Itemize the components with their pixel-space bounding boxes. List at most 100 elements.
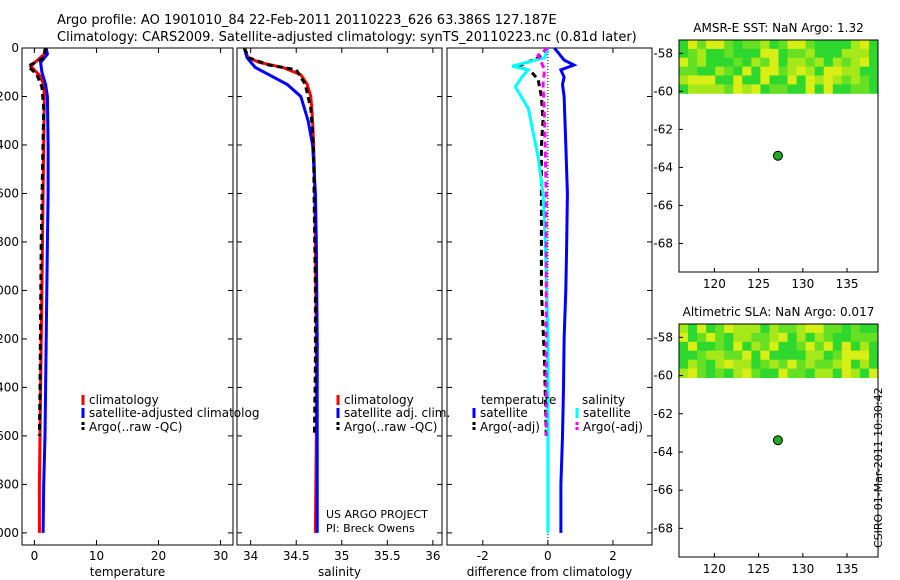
sst_map-cell: [832, 84, 843, 94]
salinity-xtick-label: 35.5: [374, 549, 401, 563]
sst_map-cell: [706, 57, 716, 68]
sst_map-cell: [796, 66, 807, 76]
sla_map-cell: [841, 324, 852, 334]
sst_map-cell: [751, 66, 761, 76]
sst_map-cell: [796, 75, 807, 85]
sla_map-cell: [715, 341, 725, 352]
sal-legend-argo: Argo(..raw -QC): [344, 420, 437, 434]
sla_map-cell: [697, 359, 707, 370]
sst_map-cell: [751, 40, 761, 50]
sla_map-cell: [841, 332, 852, 343]
sla_map-argo-point: [772, 435, 783, 446]
sst_map-ytick-label: -68: [653, 236, 673, 250]
salinity-xtick-label: 35: [334, 549, 349, 563]
sla_map-cell: [841, 341, 852, 352]
sla_map-cell: [706, 368, 716, 378]
depth-tick-label: 1800: [0, 477, 19, 491]
sla_map-cell: [724, 341, 734, 352]
sst_map-cell: [688, 48, 698, 59]
sla_map-cell: [778, 368, 788, 378]
sst_map-cell: [796, 84, 807, 94]
sla_map-cell: [742, 341, 752, 352]
sla_map-cell: [814, 368, 825, 378]
salinity-xlabel: salinity: [318, 565, 361, 579]
sst_map-cell: [706, 66, 716, 76]
sst_map-cell: [814, 57, 825, 68]
sst_map-cell: [787, 57, 797, 68]
sst_map-cell: [751, 75, 761, 85]
sst_map-cell: [850, 66, 861, 76]
sst_map-cell: [724, 66, 734, 76]
sla_map-cell: [715, 350, 725, 361]
sla_map-cell: [796, 324, 807, 334]
sla_map-cell: [742, 350, 752, 361]
sst_map-cell: [733, 40, 743, 50]
salinity-xtick-label: 34.5: [283, 549, 310, 563]
sla_map-cell: [769, 324, 779, 334]
sla_map-cell: [706, 341, 716, 352]
sst_map-cell: [823, 48, 834, 59]
sla_map-cell: [706, 332, 716, 343]
salinity-frame: [236, 47, 443, 546]
sst_map-cell: [742, 66, 752, 76]
sst_map-cell: [733, 57, 743, 68]
temperature-xlabel: temperature: [90, 565, 165, 579]
sla_map-ytick-label: -68: [653, 521, 673, 535]
sst_map-xtick-label: 120: [703, 277, 726, 291]
sla_map-cell: [688, 332, 698, 343]
sst_map-cell: [715, 48, 725, 59]
sla_map-cell: [823, 368, 834, 378]
sla_map-cell: [814, 324, 825, 334]
figure-title-line2: Climatology: CARS2009. Satellite-adjuste…: [57, 30, 637, 45]
sst_map-cell: [850, 57, 861, 68]
sst_map-ytick-label: -64: [653, 160, 673, 174]
sla_map-cell: [778, 350, 788, 361]
sla_map-cell: [760, 359, 770, 370]
sla_map-cell: [679, 324, 689, 334]
sst_map-cell: [841, 57, 852, 68]
diff-legend-temp-argo: Argo(-adj): [480, 420, 540, 434]
sla_map-cell: [742, 324, 752, 334]
temp-legend-argo: Argo(..raw -QC): [89, 420, 182, 434]
sst_map-cell: [850, 40, 861, 50]
sla_map-cell: [859, 350, 870, 361]
sla_map-cell: [850, 368, 861, 378]
difference-series-temperature-satellite: [553, 47, 578, 533]
sla_map-cell: [769, 332, 779, 343]
sla_map-cell: [724, 324, 734, 334]
sla_map-cell: [796, 332, 807, 343]
sst_map-cell: [742, 40, 752, 50]
diff-legend-temp-satellite: satellite: [480, 406, 528, 420]
sla_map-cell: [869, 324, 879, 334]
sla_map-cell: [742, 332, 752, 343]
sst_map-cell: [823, 57, 834, 68]
sla_map-cell: [859, 368, 870, 378]
sst_map-cell: [715, 57, 725, 68]
sla_map-cell: [679, 359, 689, 370]
sst_map-cell: [859, 57, 870, 68]
sst_map-cell: [805, 57, 816, 68]
sst_map-ytick-label: -66: [653, 198, 673, 212]
sla_map-ytick-label: -60: [653, 369, 673, 383]
sst_map-xtick-label: 125: [747, 277, 770, 291]
sla_map-cell: [742, 368, 752, 378]
sla_map-cell: [733, 368, 743, 378]
sst_map-xtick-label: 130: [791, 277, 814, 291]
depth-tick-label: 400: [0, 138, 19, 152]
salinity-series-argo-raw-qc-: [242, 47, 317, 436]
depth-tick-label: 800: [0, 235, 19, 249]
sst_map-cell: [715, 75, 725, 85]
sla_map-cell: [869, 332, 879, 343]
sla_map-cell: [697, 324, 707, 334]
sla_map-cell: [823, 341, 834, 352]
sst_map-cell: [760, 75, 770, 85]
sst_map-cell: [760, 84, 770, 94]
sst_map-cell: [697, 84, 707, 94]
sla_map-cell: [859, 332, 870, 343]
sst_map-argo-point: [772, 150, 783, 161]
sst_map-cell: [850, 75, 861, 85]
sst_map-cell: [733, 66, 743, 76]
sst_map-frame: [678, 39, 879, 273]
sla_map-cell: [787, 368, 797, 378]
